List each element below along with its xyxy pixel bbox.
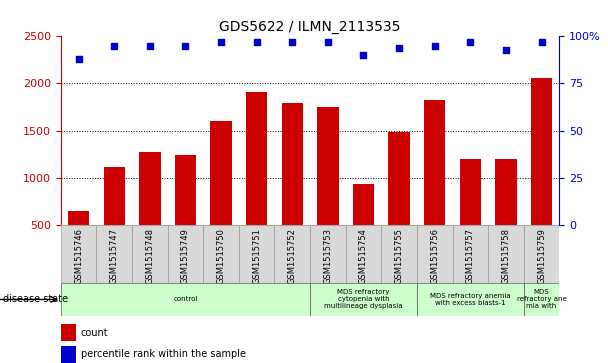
Title: GDS5622 / ILMN_2113535: GDS5622 / ILMN_2113535 — [219, 20, 401, 34]
Bar — [523, 225, 559, 283]
Text: GSM1515752: GSM1515752 — [288, 228, 297, 284]
Bar — [488, 225, 523, 283]
Text: disease state: disease state — [3, 294, 68, 305]
Bar — [389, 132, 410, 272]
Text: MDS refractory anemia
with excess blasts-1: MDS refractory anemia with excess blasts… — [430, 293, 511, 306]
Point — [394, 45, 404, 50]
Point — [323, 39, 333, 45]
Text: GSM1515747: GSM1515747 — [109, 228, 119, 284]
Point — [359, 52, 368, 58]
Text: GSM1515746: GSM1515746 — [74, 228, 83, 284]
Point — [252, 39, 261, 45]
Bar — [353, 184, 374, 272]
Text: GSM1515755: GSM1515755 — [395, 228, 404, 284]
Bar — [61, 324, 76, 341]
Bar — [417, 225, 452, 283]
Text: GSM1515751: GSM1515751 — [252, 228, 261, 284]
Bar — [103, 167, 125, 272]
Bar — [381, 225, 417, 283]
Bar — [274, 225, 310, 283]
Bar — [68, 211, 89, 272]
Bar — [346, 225, 381, 283]
Bar — [424, 101, 446, 272]
Text: GSM1515756: GSM1515756 — [430, 228, 439, 284]
Bar — [97, 225, 132, 283]
Bar — [282, 103, 303, 272]
Text: GSM1515759: GSM1515759 — [537, 228, 546, 284]
Point — [109, 43, 119, 49]
Bar — [132, 225, 168, 283]
Bar — [203, 225, 239, 283]
Bar — [310, 225, 346, 283]
Text: percentile rank within the sample: percentile rank within the sample — [81, 349, 246, 359]
Bar — [496, 159, 517, 272]
Text: GSM1515748: GSM1515748 — [145, 228, 154, 284]
Bar — [460, 159, 481, 272]
Bar — [417, 283, 523, 316]
Point — [537, 39, 547, 45]
Bar — [139, 152, 161, 272]
Point — [466, 39, 475, 45]
Point — [145, 43, 154, 49]
Bar — [174, 155, 196, 272]
Text: MDS
refractory ane
mia with: MDS refractory ane mia with — [517, 289, 567, 310]
Text: GSM1515749: GSM1515749 — [181, 228, 190, 284]
Point — [181, 43, 190, 49]
Text: MDS refractory
cytopenia with
multilineage dysplasia: MDS refractory cytopenia with multilinea… — [324, 289, 402, 310]
Text: count: count — [81, 327, 108, 338]
Text: GSM1515750: GSM1515750 — [216, 228, 226, 284]
Bar — [61, 283, 310, 316]
Text: GSM1515754: GSM1515754 — [359, 228, 368, 284]
Text: control: control — [173, 297, 198, 302]
Bar — [246, 92, 268, 272]
Bar — [210, 121, 232, 272]
Bar — [452, 225, 488, 283]
Point — [288, 39, 297, 45]
Text: GSM1515757: GSM1515757 — [466, 228, 475, 284]
Bar — [61, 346, 76, 363]
Point — [430, 43, 440, 49]
Bar — [168, 225, 203, 283]
Bar — [310, 283, 417, 316]
Bar — [317, 107, 339, 272]
Bar — [61, 225, 97, 283]
Point — [216, 39, 226, 45]
Bar — [531, 78, 552, 272]
Point — [501, 46, 511, 52]
Point — [74, 56, 83, 62]
Bar — [523, 283, 559, 316]
Text: GSM1515758: GSM1515758 — [502, 228, 511, 284]
Bar — [239, 225, 274, 283]
Text: GSM1515753: GSM1515753 — [323, 228, 333, 284]
